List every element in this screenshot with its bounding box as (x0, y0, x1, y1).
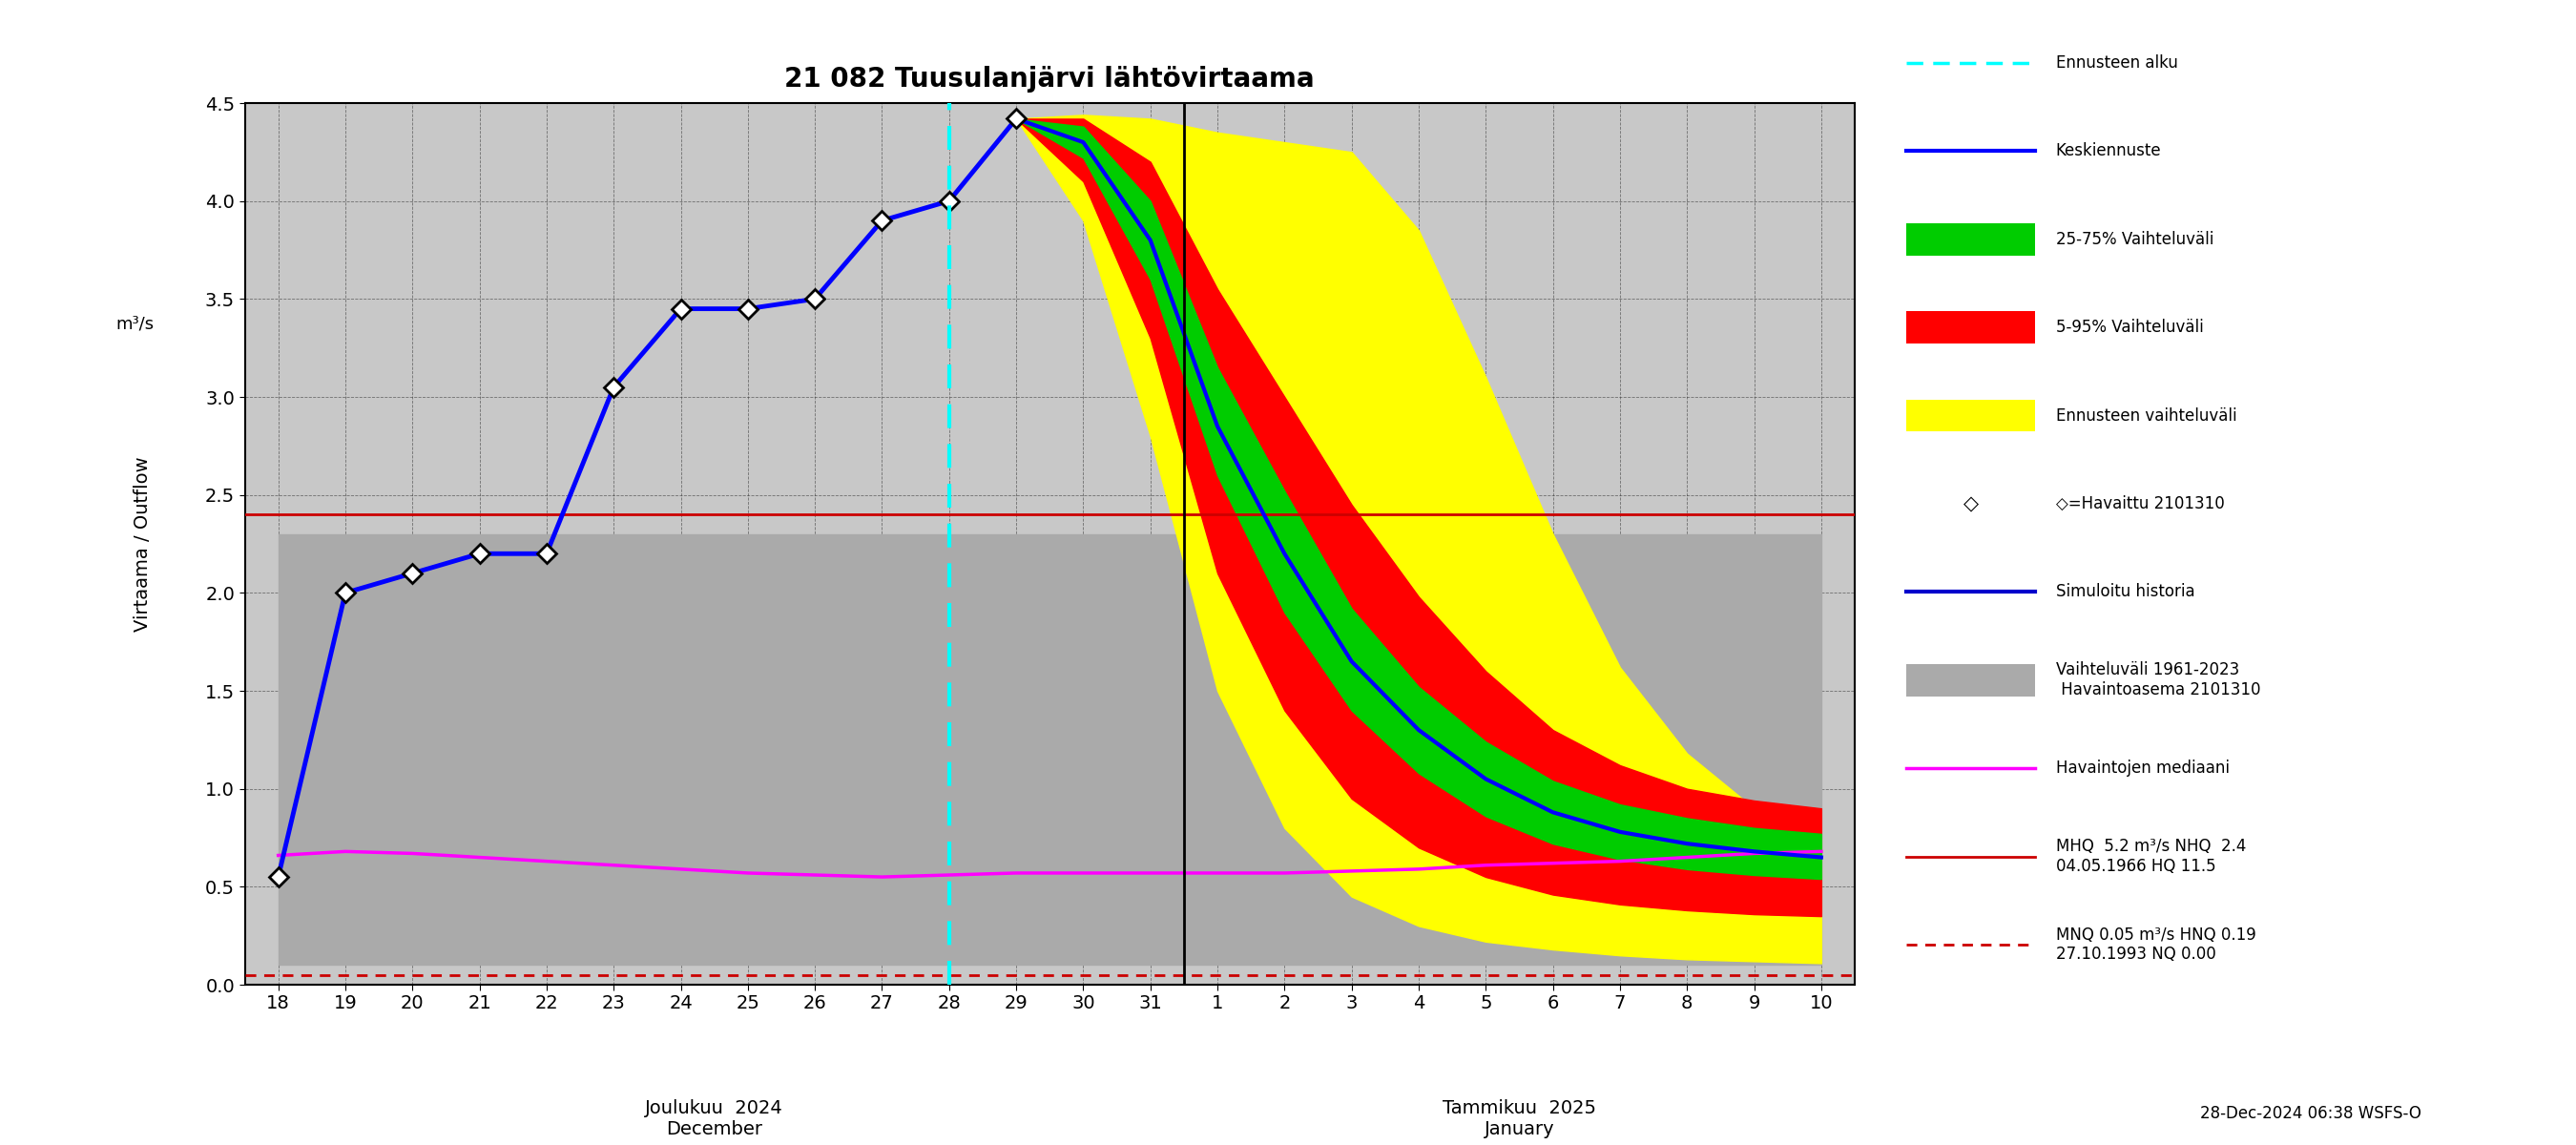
Text: Vaihteluväli 1961-2023
 Havaintoasema 2101310: Vaihteluväli 1961-2023 Havaintoasema 210… (2056, 662, 2259, 698)
Text: m³/s: m³/s (116, 315, 155, 332)
Text: 25-75% Vaihteluväli: 25-75% Vaihteluväli (2056, 231, 2213, 248)
Text: MNQ 0.05 m³/s HNQ 0.19
27.10.1993 NQ 0.00: MNQ 0.05 m³/s HNQ 0.19 27.10.1993 NQ 0.0… (2056, 926, 2257, 963)
Text: Keskiennuste: Keskiennuste (2056, 143, 2161, 160)
Text: Ennusteen alku: Ennusteen alku (2056, 54, 2177, 71)
Text: MHQ  5.2 m³/s NHQ  2.4
04.05.1966 HQ 11.5: MHQ 5.2 m³/s NHQ 2.4 04.05.1966 HQ 11.5 (2056, 838, 2246, 875)
Text: Joulukuu  2024
December: Joulukuu 2024 December (644, 1099, 783, 1138)
Title: 21 082 Tuusulanjärvi lähtövirtaama: 21 082 Tuusulanjärvi lähtövirtaama (786, 66, 1314, 93)
Y-axis label: Virtaama / Outflow: Virtaama / Outflow (134, 456, 152, 632)
Text: Havaintojen mediaani: Havaintojen mediaani (2056, 760, 2228, 776)
Text: 28-Dec-2024 06:38 WSFS-O: 28-Dec-2024 06:38 WSFS-O (2200, 1105, 2421, 1122)
Text: ◇: ◇ (1963, 495, 1978, 513)
Text: Simuloitu historia: Simuloitu historia (2056, 583, 2195, 600)
Text: 5-95% Vaihteluväli: 5-95% Vaihteluväli (2056, 318, 2202, 337)
Text: Ennusteen vaihteluväli: Ennusteen vaihteluväli (2056, 406, 2236, 424)
Text: Tammikuu  2025
January: Tammikuu 2025 January (1443, 1099, 1597, 1138)
Text: ◇=Havaittu 2101310: ◇=Havaittu 2101310 (2056, 496, 2223, 513)
